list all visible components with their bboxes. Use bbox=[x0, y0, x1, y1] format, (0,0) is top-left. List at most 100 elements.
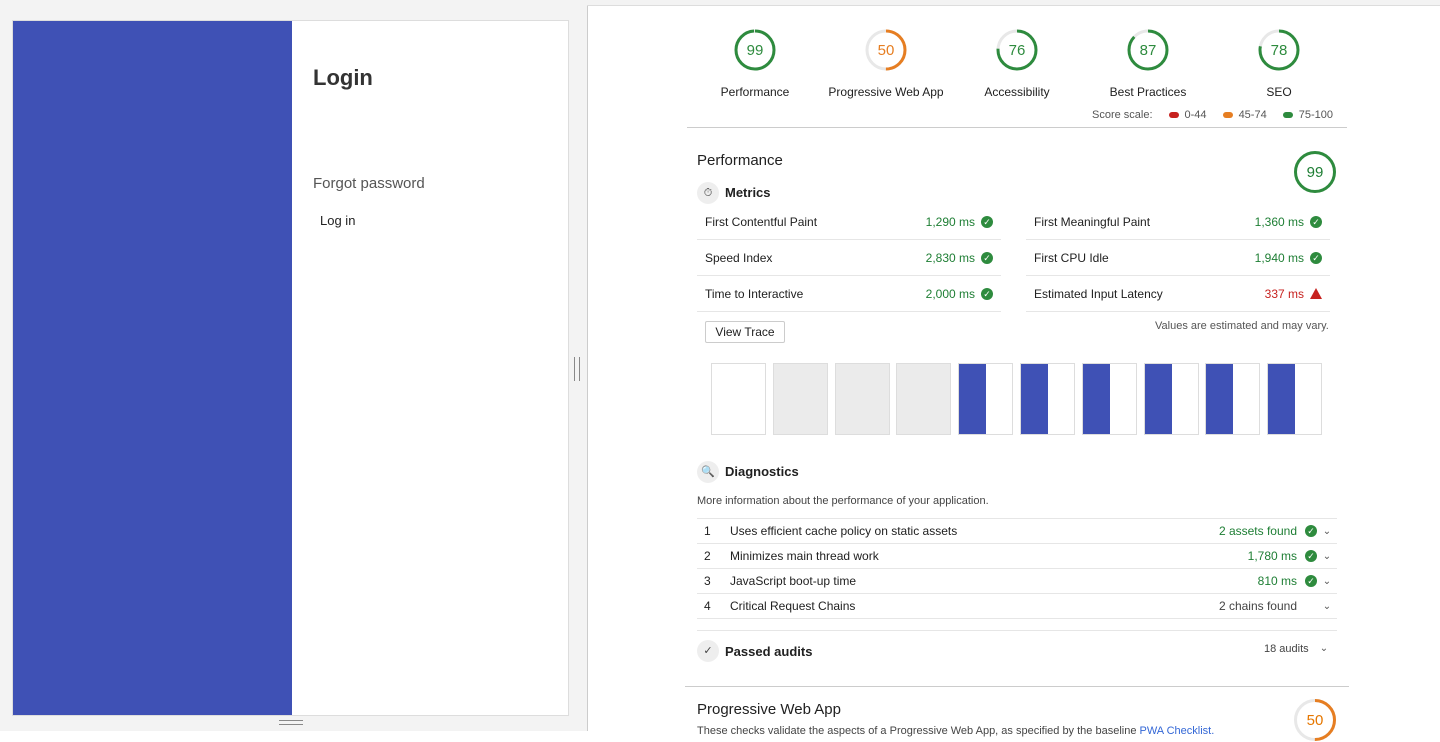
checkmark-icon: ✓ bbox=[697, 640, 719, 662]
average-range: 45-74 bbox=[1238, 109, 1267, 121]
gauge-performance[interactable]: 99 Performance bbox=[695, 28, 815, 99]
metric-row: Estimated Input Latency 337 ms bbox=[1026, 276, 1330, 312]
gauge-label: Accessibility bbox=[984, 85, 1050, 99]
score-ring: 87 bbox=[1127, 29, 1169, 71]
estimate-note: Values are estimated and may vary. bbox=[1155, 320, 1329, 332]
pass-range: 75-100 bbox=[1298, 109, 1333, 121]
metric-row: Speed Index 2,830 ms ✓ bbox=[697, 240, 1001, 276]
metric-label: First CPU Idle bbox=[1034, 250, 1109, 265]
magnifier-icon: 🔍 bbox=[697, 461, 719, 483]
diagnostic-row[interactable]: 2 Minimizes main thread work 1,780 ms ✓ … bbox=[697, 544, 1337, 569]
gauge-score: 50 bbox=[878, 42, 895, 59]
filmstrip-frame bbox=[1205, 363, 1261, 435]
gauge-progressive-web-app[interactable]: 50 Progressive Web App bbox=[826, 28, 946, 99]
pwa-score: 50 bbox=[1307, 712, 1324, 729]
diagnostic-row[interactable]: 1 Uses efficient cache policy on static … bbox=[697, 519, 1337, 544]
pass-check-icon: ✓ bbox=[1305, 550, 1317, 562]
chevron-down-icon[interactable]: ⌄ bbox=[1319, 643, 1329, 654]
divider bbox=[697, 518, 1337, 519]
performance-title: Performance bbox=[697, 152, 783, 169]
filmstrip-frame bbox=[896, 363, 952, 435]
pass-check-icon: ✓ bbox=[1305, 575, 1317, 587]
gauge-score: 78 bbox=[1271, 42, 1288, 59]
diagnostic-row[interactable]: 3 JavaScript boot-up time 810 ms ✓ ⌄ bbox=[697, 569, 1337, 594]
metric-row: First Meaningful Paint 1,360 ms ✓ bbox=[1026, 204, 1330, 240]
fail-swatch bbox=[1168, 112, 1179, 118]
score-scale-label: Score scale: bbox=[1092, 109, 1153, 121]
metric-label: Time to Interactive bbox=[705, 286, 804, 301]
diagnostic-label: Uses efficient cache policy on static as… bbox=[730, 524, 958, 538]
score-scale: Score scale: 0-44 45-74 75-100 bbox=[1092, 109, 1333, 121]
metric-value: 337 ms bbox=[1264, 286, 1304, 301]
gauge-accessibility[interactable]: 76 Accessibility bbox=[957, 28, 1077, 99]
passed-audits-count: 18 audits bbox=[1264, 643, 1309, 655]
pass-check-icon: ✓ bbox=[981, 215, 993, 228]
pass-check-icon: ✓ bbox=[981, 287, 993, 300]
filmstrip-frame bbox=[1081, 363, 1137, 435]
performance-score-gauge: 99 bbox=[1294, 151, 1336, 193]
divider bbox=[697, 630, 1337, 631]
view-trace-button[interactable]: View Trace bbox=[705, 321, 785, 343]
app-frame: Login Forgot password Log in bbox=[12, 20, 569, 716]
diagnostic-value: 1,780 ms bbox=[1247, 549, 1297, 563]
metric-label: Estimated Input Latency bbox=[1034, 286, 1163, 301]
metric-value: 2,830 ms bbox=[925, 250, 975, 265]
diagnostic-index: 2 bbox=[704, 549, 711, 563]
metric-value: 2,000 ms bbox=[925, 286, 975, 301]
gauge-label: Performance bbox=[720, 85, 790, 99]
diagnostic-row[interactable]: 4 Critical Request Chains 2 chains found… bbox=[697, 594, 1337, 619]
diagnostic-value: 2 chains found bbox=[1218, 599, 1297, 613]
metric-label: Speed Index bbox=[705, 250, 773, 265]
metric-label: First Meaningful Paint bbox=[1034, 214, 1151, 229]
score-ring: 76 bbox=[996, 29, 1038, 71]
metric-value: 1,940 ms bbox=[1254, 250, 1304, 265]
forgot-password-link[interactable]: Forgot password bbox=[313, 175, 425, 192]
gauge-best-practices[interactable]: 87 Best Practices bbox=[1088, 28, 1208, 99]
pwa-description-text: These checks validate the aspects of a P… bbox=[697, 725, 1140, 737]
divider bbox=[687, 127, 1347, 128]
metric-row: First Contentful Paint 1,290 ms ✓ bbox=[697, 204, 1001, 240]
pwa-title: Progressive Web App bbox=[697, 701, 841, 718]
pass-check-icon: ✓ bbox=[981, 251, 993, 264]
diagnostic-label: Critical Request Chains bbox=[730, 599, 856, 613]
diagnostics-title: Diagnostics bbox=[725, 464, 799, 479]
diagnostic-label: Minimizes main thread work bbox=[730, 549, 879, 563]
metrics-title: Metrics bbox=[725, 185, 771, 200]
score-ring: 78 bbox=[1258, 29, 1300, 71]
chevron-down-icon[interactable]: ⌄ bbox=[1322, 575, 1332, 587]
chevron-down-icon[interactable]: ⌄ bbox=[1322, 600, 1332, 612]
metric-value: 1,290 ms bbox=[925, 214, 975, 229]
passed-audits-title[interactable]: Passed audits bbox=[725, 644, 813, 659]
sidebar bbox=[13, 21, 292, 715]
performance-score: 99 bbox=[1307, 164, 1324, 181]
metric-row: First CPU Idle 1,940 ms ✓ bbox=[1026, 240, 1330, 276]
pwa-description: These checks validate the aspects of a P… bbox=[697, 725, 1214, 737]
diagnostic-index: 4 bbox=[704, 599, 711, 613]
diagnostic-value: 810 ms bbox=[1257, 574, 1297, 588]
warning-triangle-icon bbox=[1310, 288, 1322, 299]
devtools-toolbar bbox=[587, 0, 1440, 6]
stopwatch-icon: ⏱ bbox=[697, 182, 719, 204]
diagnostic-value: 2 assets found bbox=[1218, 524, 1297, 538]
gauge-label: SEO bbox=[1266, 85, 1292, 99]
filmstrip-frame bbox=[1267, 363, 1323, 435]
diagnostic-index: 1 bbox=[704, 524, 711, 538]
login-button[interactable]: Log in bbox=[320, 213, 356, 228]
resize-handle-bottom[interactable] bbox=[279, 720, 303, 725]
chevron-down-icon[interactable]: ⌄ bbox=[1322, 525, 1332, 537]
gauge-seo[interactable]: 78 SEO bbox=[1219, 28, 1339, 99]
metric-row: Time to Interactive 2,000 ms ✓ bbox=[697, 276, 1001, 312]
pass-check-icon: ✓ bbox=[1310, 251, 1322, 264]
filmstrip-frame bbox=[1143, 363, 1199, 435]
pwa-checklist-link[interactable]: PWA Checklist. bbox=[1139, 725, 1215, 737]
chevron-down-icon[interactable]: ⌄ bbox=[1322, 550, 1332, 562]
average-swatch bbox=[1222, 112, 1233, 118]
filmstrip-frame bbox=[958, 363, 1014, 435]
divider bbox=[685, 686, 1349, 687]
diagnostic-label: JavaScript boot-up time bbox=[730, 574, 857, 588]
resize-handle[interactable] bbox=[574, 357, 580, 381]
filmstrip-frame bbox=[834, 363, 890, 435]
gauge-score: 87 bbox=[1140, 42, 1157, 59]
diagnostic-index: 3 bbox=[704, 574, 711, 588]
filmstrip-frame bbox=[772, 363, 828, 435]
